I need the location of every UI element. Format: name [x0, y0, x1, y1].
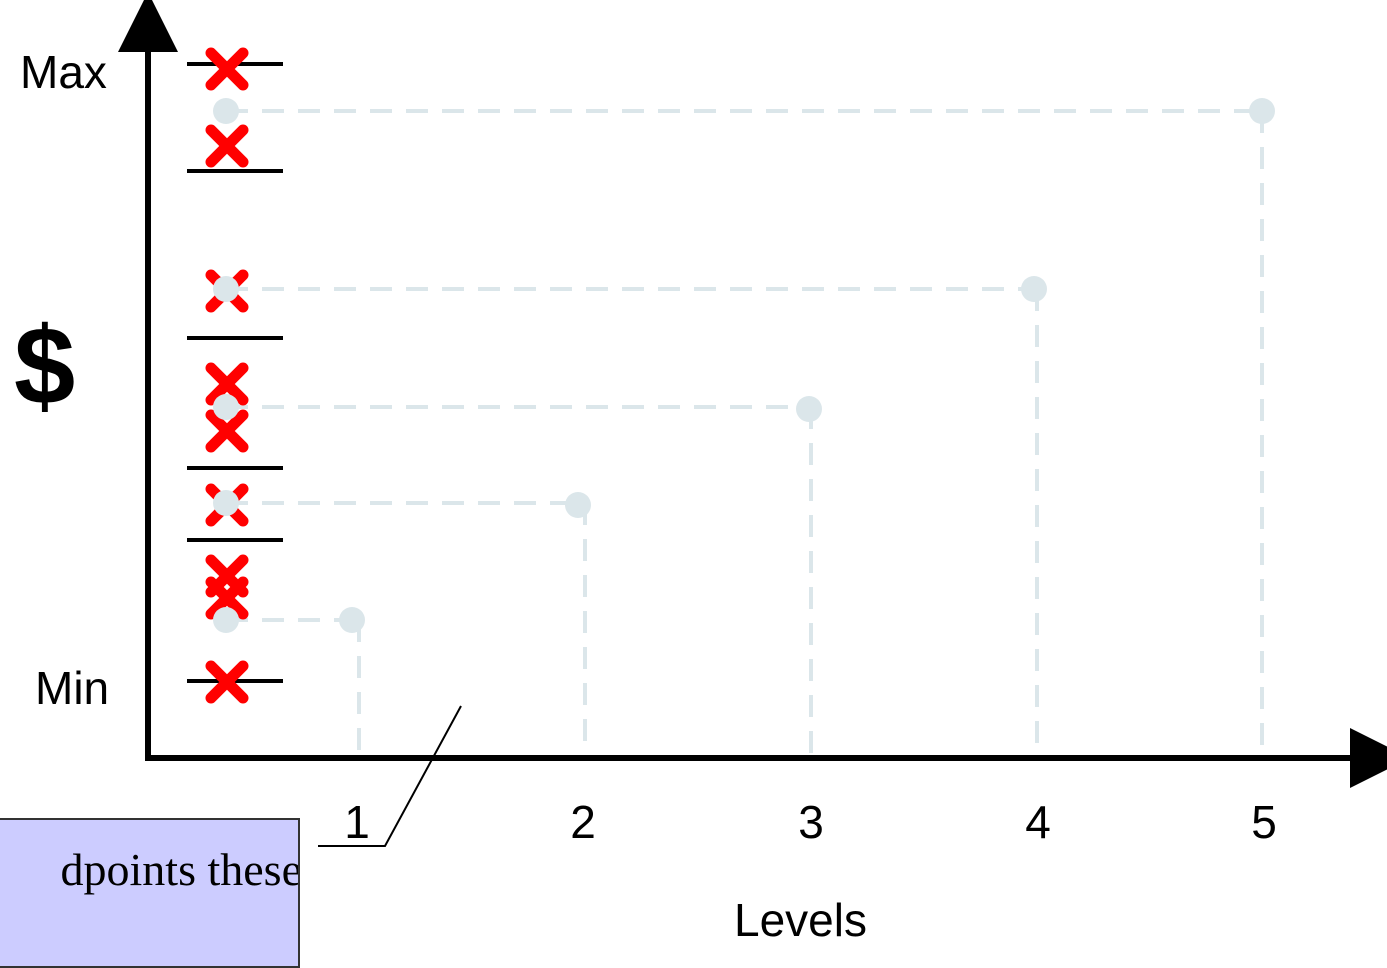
right-dot-level-4 [1021, 276, 1047, 302]
y-axis-title: $ [14, 305, 76, 428]
x-marker [205, 124, 249, 168]
x-tick-label-1: 1 [344, 796, 370, 848]
x-tick-label-5: 5 [1251, 796, 1277, 848]
red-x-markers [205, 47, 249, 704]
left-dot-level-2 [213, 490, 239, 516]
x-marker [205, 47, 249, 91]
left-dot-level-3 [213, 394, 239, 420]
callout-box: dpoints these [0, 818, 300, 968]
diagram-canvas [118, 0, 1387, 847]
x-tick-label-2: 2 [570, 796, 596, 848]
x-tick-label-3: 3 [798, 796, 824, 848]
x-marker [205, 660, 249, 704]
y-axis-min-label: Min [35, 662, 110, 714]
dashed-guides [226, 109, 1264, 755]
endpoint-dots [213, 98, 1275, 633]
x-axis-arrowhead [1365, 748, 1387, 768]
left-dot-level-1 [213, 607, 239, 633]
right-dot-level-1 [339, 607, 365, 633]
right-dot-level-5 [1249, 98, 1275, 124]
x-marker [205, 362, 249, 406]
right-dot-level-2 [565, 492, 591, 518]
y-axis-arrowhead [138, 8, 158, 30]
right-dot-level-3 [796, 396, 822, 422]
callout-text: dpoints these [60, 844, 300, 895]
left-dot-level-5 [213, 98, 239, 124]
x-marker [205, 409, 249, 453]
callout-leader-line [318, 705, 462, 847]
y-axis-max-label: Max [20, 46, 107, 98]
x-marker [205, 576, 249, 620]
x-axis-title: Levels [734, 894, 867, 946]
x-tick-label-4: 4 [1025, 796, 1051, 848]
left-dot-level-4 [213, 276, 239, 302]
